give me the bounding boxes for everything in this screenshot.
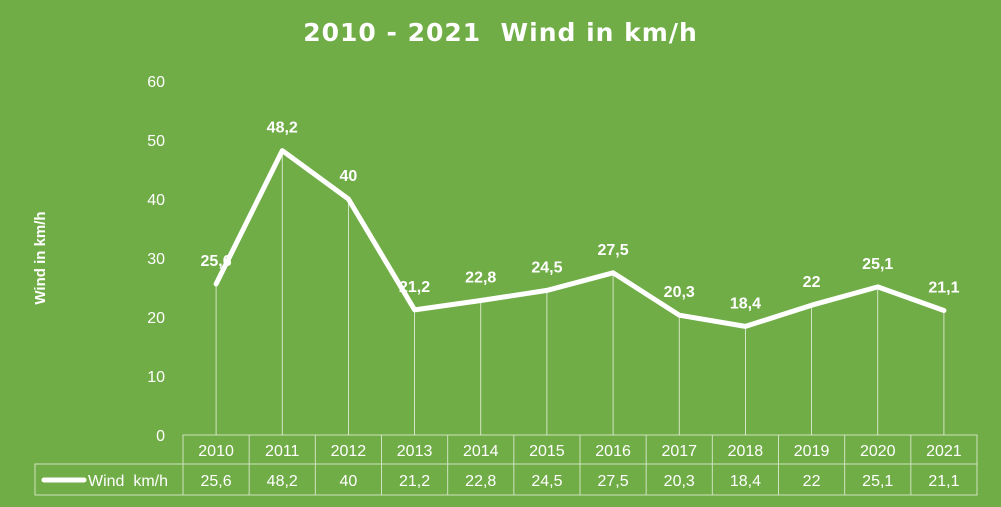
data-label: 22: [803, 274, 821, 291]
y-tick-label: 60: [147, 74, 165, 91]
data-label: 25,6: [201, 253, 232, 270]
table-value: 48,2: [267, 473, 298, 490]
legend-series-name: Wind km/h: [88, 473, 168, 490]
table-value: 25,1: [862, 473, 893, 490]
data-label: 21,1: [928, 280, 959, 297]
table-value: 22,8: [465, 473, 496, 490]
legend-cell: [34, 463, 184, 496]
category-label: 2015: [529, 443, 565, 460]
y-tick-label: 50: [147, 133, 165, 150]
data-label: 20,3: [664, 284, 695, 301]
y-tick-label: 10: [147, 369, 165, 386]
category-label: 2020: [860, 443, 896, 460]
data-label: 25,1: [862, 256, 893, 273]
data-label: 27,5: [598, 242, 629, 259]
category-label: 2021: [926, 443, 962, 460]
category-label: 2013: [397, 443, 433, 460]
table-value: 18,4: [730, 473, 761, 490]
data-label: 22,8: [465, 269, 496, 286]
chart-title: 2010 - 2021 Wind in km/h: [303, 18, 698, 47]
category-label: 2017: [661, 443, 697, 460]
category-label: 2016: [595, 443, 631, 460]
series-line: [213, 148, 947, 329]
y-axis-title: Wind in km/h: [32, 211, 49, 304]
data-label: 40: [340, 168, 358, 185]
category-label: 2012: [331, 443, 367, 460]
category-label: 2014: [463, 443, 499, 460]
data-label: 48,2: [267, 120, 298, 137]
table-value: 25,6: [201, 473, 232, 490]
table-value: 22: [803, 473, 821, 490]
y-tick-label: 40: [147, 192, 165, 209]
table-value: 21,1: [928, 473, 959, 490]
y-tick-label: 20: [147, 310, 165, 327]
table-value: 24,5: [531, 473, 562, 490]
category-label: 2019: [794, 443, 830, 460]
data-label: 21,2: [399, 279, 430, 296]
y-tick-label: 0: [156, 428, 165, 445]
category-label: 2010: [198, 443, 234, 460]
data-label: 24,5: [531, 259, 562, 276]
y-tick-label: 30: [147, 251, 165, 268]
table-value: 40: [340, 473, 358, 490]
data-label: 18,4: [730, 295, 761, 312]
table-value: 21,2: [399, 473, 430, 490]
category-label: 2018: [728, 443, 764, 460]
table-value: 27,5: [598, 473, 629, 490]
category-label: 2011: [265, 443, 300, 460]
table-value: 20,3: [664, 473, 695, 490]
